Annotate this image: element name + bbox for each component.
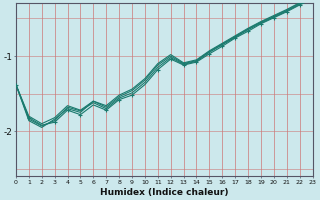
X-axis label: Humidex (Indice chaleur): Humidex (Indice chaleur)	[100, 188, 228, 197]
